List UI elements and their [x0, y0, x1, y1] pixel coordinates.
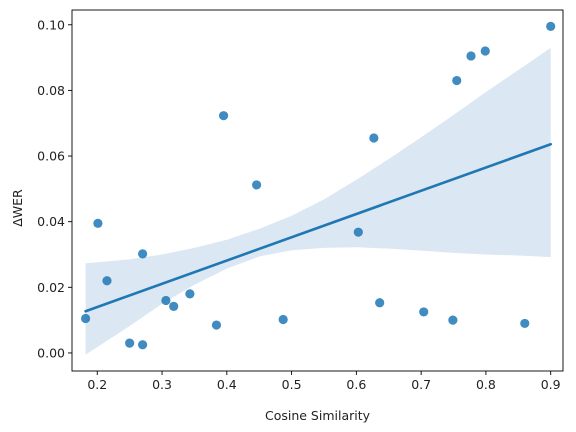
data-point: [102, 276, 112, 286]
x-tick-label: 0.2: [87, 377, 107, 392]
y-tick-label: 0.00: [37, 345, 65, 360]
data-point: [161, 295, 171, 306]
confidence-band: [85, 47, 551, 355]
regression-line: [84, 142, 552, 313]
plot-frame: [71, 9, 564, 372]
data-point: [169, 301, 179, 311]
data-point: [419, 307, 429, 317]
data-point: [278, 314, 288, 325]
x-tick-label: 0.7: [411, 377, 431, 392]
y-axis-label: ΔWER: [10, 189, 25, 227]
regression-line-layer: [84, 142, 552, 313]
data-point: [546, 21, 556, 32]
data-point: [252, 180, 262, 190]
x-tick-label: 0.9: [541, 377, 561, 392]
data-point: [185, 289, 195, 299]
x-tick-label: 0.5: [282, 377, 302, 392]
data-point: [369, 133, 379, 143]
x-tick-label: 0.6: [346, 377, 366, 392]
data-points-layer: [81, 21, 556, 350]
x-tick-label: 0.4: [217, 377, 237, 392]
data-point: [81, 313, 91, 324]
data-point: [125, 338, 135, 348]
confidence-band-layer: [85, 47, 551, 355]
y-tick-label: 0.04: [37, 214, 65, 229]
data-point: [375, 298, 385, 308]
data-point: [520, 318, 530, 329]
y-tick-label: 0.08: [37, 83, 65, 98]
y-tick-label: 0.10: [37, 17, 65, 32]
data-point: [218, 111, 229, 121]
data-point: [452, 75, 462, 86]
x-tick-label: 0.8: [476, 377, 496, 392]
x-tick-label: 0.3: [152, 377, 172, 392]
y-tick-label: 0.02: [37, 280, 65, 295]
data-point: [448, 315, 458, 325]
y-tick-label: 0.06: [37, 149, 65, 164]
data-point: [466, 51, 476, 61]
data-point: [138, 249, 148, 259]
data-point: [93, 218, 103, 228]
x-axis-label: Cosine Similarity: [265, 408, 371, 423]
data-point: [353, 227, 363, 237]
data-point: [211, 320, 222, 330]
data-point: [480, 46, 490, 56]
data-point: [138, 340, 148, 350]
axes-layer: 0.2 0.3 0.4 0.5 0.6 0.7 0.8 0.9 0.00 0.02 0.04 0.06…: [37, 9, 564, 392]
